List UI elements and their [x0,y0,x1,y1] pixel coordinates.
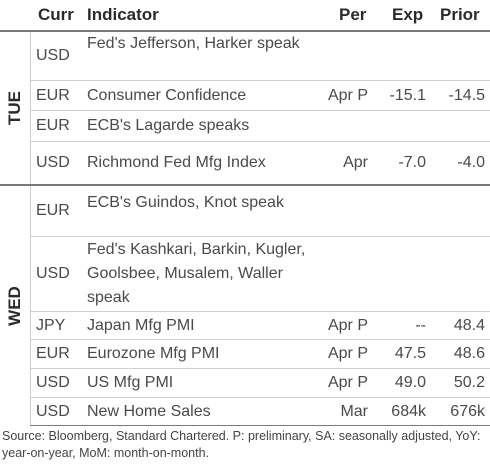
row-curr: USD [36,402,70,420]
row-curr: USD [36,47,70,64]
row-curr: USD [36,265,70,282]
row-curr: EUR [36,202,70,219]
row-curr: EUR [36,345,70,362]
header-prior: Prior [440,5,480,24]
row-prior: 676k [450,402,485,420]
row-indicator: Richmond Fed Mfg Index [87,154,266,171]
row-indicator: ECB's Lagarde speaks [87,117,250,134]
row-curr: JPY [36,316,66,334]
source-note: Source: Bloomberg, Standard Chartered. P… [2,429,481,460]
table-row: EUR ECB's Guindos, Knot speak [30,186,490,237]
row-indicator: Fed's Jefferson, Harker speak [87,35,300,52]
row-exp: 684k [391,402,426,420]
row-indicator: US Mfg PMI [87,374,174,391]
row-exp: -15.1 [389,86,426,104]
row-per: Apr P [327,86,368,104]
row-indicator: New Home Sales [87,402,211,420]
row-per: Apr P [327,374,368,391]
header-exp: Exp [392,5,424,24]
table-row: EUR ECB's Lagarde speaks [30,111,490,142]
table-row: USD Fed's Jefferson, Harker speak [30,32,490,81]
header-indicator: Indicator [87,5,159,24]
row-indicator: Japan Mfg PMI [87,316,195,334]
row-curr: USD [36,154,70,171]
row-prior: -14.5 [448,86,485,104]
table-row: USD US Mfg PMI Apr P 49.0 50.2 [30,369,490,398]
row-per: Apr P [327,345,368,362]
table-row: USD Fed's Kashkari, Barkin, Kugler, Gool… [30,237,490,312]
table-header: Curr Indicator Per Exp Prior [0,0,490,32]
row-prior: -4.0 [457,154,485,171]
row-per: Apr P [327,316,368,334]
row-curr: USD [36,374,70,391]
row-prior: 48.6 [453,345,485,362]
row-curr: EUR [36,117,70,134]
row-indicator: Eurozone Mfg PMI [87,345,220,362]
table-row: JPY Japan Mfg PMI Apr P -- 48.4 [30,312,490,340]
day-separator [0,184,490,186]
row-indicator: Fed's Kashkari, Barkin, Kugler, Goolsbee… [87,241,306,306]
row-per: Mar [340,402,368,420]
row-prior: 50.2 [453,374,485,391]
row-prior: 48.4 [453,316,485,334]
header-per: Per [339,5,367,24]
row-exp: 47.5 [394,345,426,362]
day-label-wed: WED [5,286,25,326]
row-exp: 49.0 [394,374,426,391]
header-curr: Curr [38,5,74,24]
row-per: Apr [343,154,368,171]
row-curr: EUR [36,86,70,104]
table-row: USD Richmond Fed Mfg Index Apr -7.0 -4.0 [30,142,490,184]
row-indicator: ECB's Guindos, Knot speak [87,194,284,211]
table-row: EUR Eurozone Mfg PMI Apr P 47.5 48.6 [30,340,490,369]
day-label-tue: TUE [5,91,24,125]
table-row: USD New Home Sales Mar 684k 676k [30,398,490,426]
row-indicator: Consumer Confidence [87,86,247,104]
row-exp: -7.0 [398,154,426,171]
table-row: EUR Consumer Confidence Apr P -15.1 -14.… [30,81,490,111]
row-exp: -- [415,316,426,334]
